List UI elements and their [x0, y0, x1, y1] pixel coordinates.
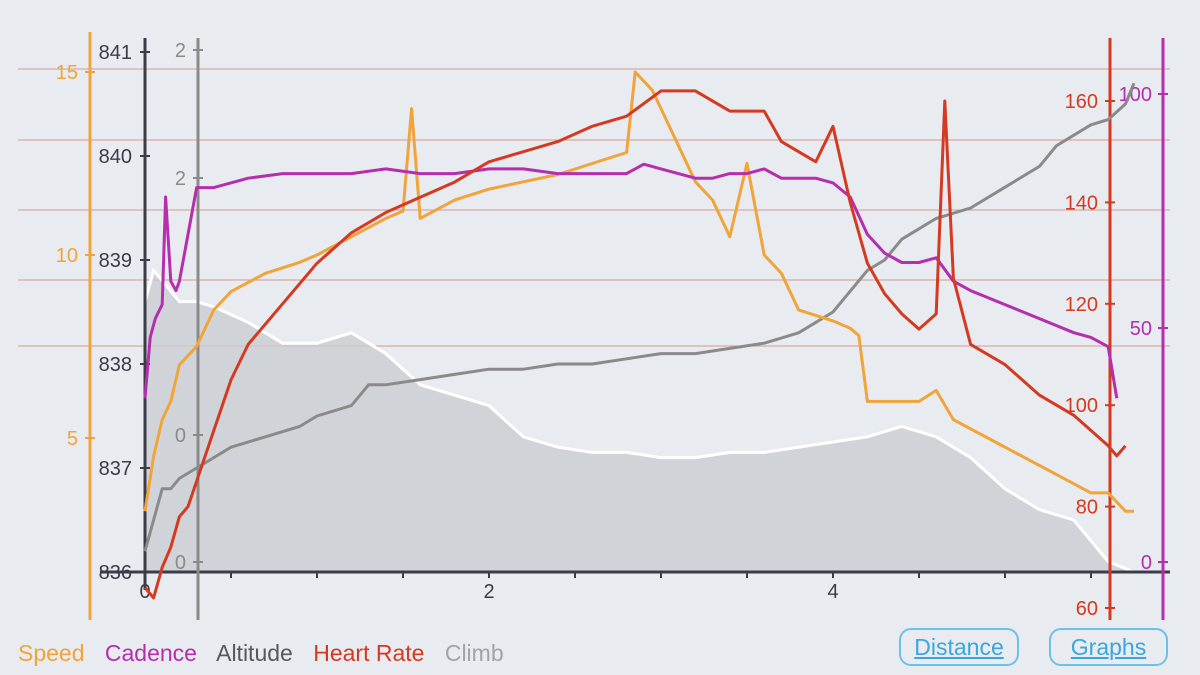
- climb-tick-label: 0: [175, 425, 186, 447]
- heart-rate-tick-label: 120: [1065, 294, 1098, 316]
- cadence-tick-label: 50: [1130, 318, 1152, 340]
- heart-rate-tick-label: 80: [1076, 497, 1098, 519]
- climb-line: [143, 267, 1135, 574]
- speed-tick-label: 5: [67, 428, 78, 450]
- altitude-tick-label: 841: [99, 42, 132, 64]
- legend-heart-rate[interactable]: Heart Rate: [313, 640, 425, 666]
- series-lines: [143, 70, 1136, 600]
- speed-line: [143, 70, 1134, 513]
- cadence-tick-label: 100: [1119, 84, 1152, 106]
- heart-rate-tick-label: 100: [1065, 395, 1098, 417]
- speed-tick-label: 10: [56, 245, 78, 267]
- heart-rate-tick-label: 140: [1065, 192, 1098, 214]
- climb-tick-label: 2: [175, 40, 186, 62]
- climb-area: [145, 270, 1134, 572]
- graphs-button[interactable]: Graphs: [1049, 628, 1168, 666]
- legend-climb[interactable]: Climb: [444, 640, 504, 666]
- altitude-tick-label: 840: [99, 146, 132, 168]
- climb-tick-label: 2: [175, 168, 186, 190]
- cadence-tick-label: 0: [1141, 552, 1152, 574]
- altitude-tick-label: 839: [99, 250, 132, 272]
- axes: 0 2 4 5 10 15 836 837 838 839 840 841 0 0 2 2 60 80 100 120…: [56, 32, 1170, 620]
- altitude-line: [143, 82, 1136, 552]
- legend-speed[interactable]: Speed: [18, 640, 85, 666]
- heart-rate-line: [143, 89, 1127, 600]
- distance-button[interactable]: Distance: [899, 628, 1019, 666]
- legend-altitude[interactable]: Altitude: [216, 640, 293, 666]
- heart-rate-tick-label: 160: [1065, 91, 1098, 113]
- altitude-tick-label: 837: [99, 458, 132, 480]
- legend-cadence[interactable]: Cadence: [104, 640, 197, 666]
- heart-rate-tick-label: 60: [1076, 598, 1098, 620]
- x-tick-label: 4: [827, 581, 838, 603]
- altitude-tick-label: 836: [99, 562, 132, 584]
- x-tick-label: 0: [139, 581, 150, 603]
- speed-tick-label: 15: [56, 62, 78, 84]
- legend: Speed Cadence Altitude Heart Rate Climb: [18, 640, 518, 667]
- climb-tick-label: 0: [175, 552, 186, 574]
- x-tick-label: 2: [483, 581, 494, 603]
- altitude-tick-label: 838: [99, 354, 132, 376]
